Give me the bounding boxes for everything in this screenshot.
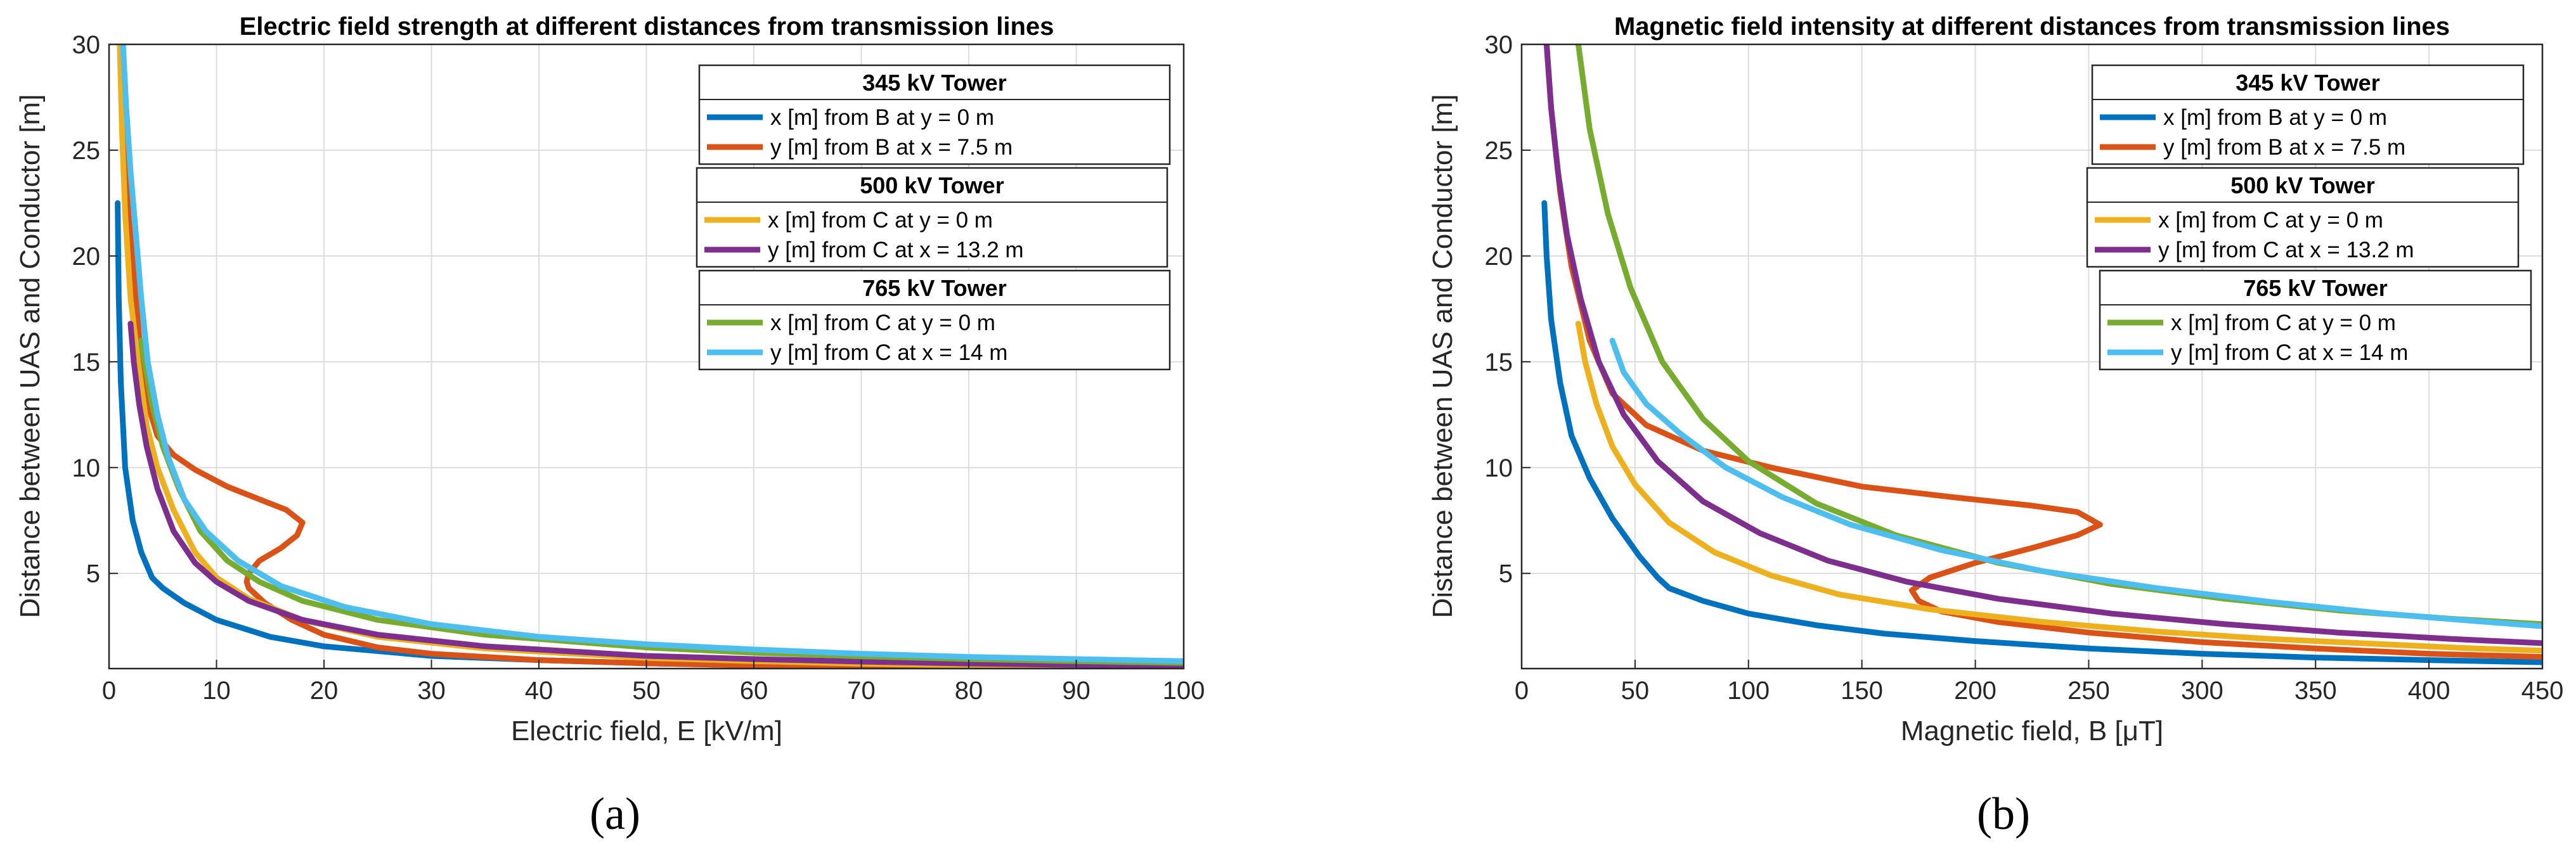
legend-entry: y [m] from B at x = 7.5 m — [770, 135, 1013, 160]
legend-entry: y [m] from C at x = 14 m — [770, 340, 1007, 365]
y-axis-label-b: Distance between UAS and Conductor [m] — [1427, 94, 1458, 619]
x-tick-label: 100 — [1163, 677, 1205, 705]
legend-header: 345 kV Tower — [2236, 70, 2379, 96]
ticks-b: 0 50 100 150 200 250 300 350 400 450 5 10 15 20 25 30 — [1485, 31, 2564, 705]
chart-title-a: Electric field strength at different dis… — [240, 13, 1054, 41]
y-tick-label: 20 — [72, 243, 101, 271]
ticks-a: 0 10 20 30 40 50 60 70 80 90 100 5 10 15 20 25 30 — [72, 31, 1205, 705]
legend-box — [696, 167, 1168, 268]
x-tick-label: 250 — [2068, 677, 2110, 705]
chart-panel-b: 0 50 100 150 200 250 300 350 400 450 5 10 15 20 25 30 M… — [1427, 13, 2563, 839]
legend-entry: y [m] from C at x = 14 m — [2171, 340, 2408, 365]
legend-entry: x [m] from B at y = 0 m — [2163, 105, 2387, 130]
x-tick-label: 60 — [740, 677, 768, 705]
x-tick-label: 400 — [2408, 677, 2450, 705]
x-tick-label: 80 — [955, 677, 983, 705]
x-tick-label: 300 — [2181, 677, 2223, 705]
legend-box — [698, 269, 1171, 371]
y-tick-label: 30 — [1485, 31, 1513, 59]
plot-frame-b — [1520, 43, 2544, 670]
legend-box — [2086, 167, 2520, 268]
x-tick-label: 30 — [417, 677, 446, 705]
y-tick-label: 25 — [72, 137, 101, 165]
x-tick-label: 150 — [1841, 677, 1883, 705]
x-tick-label: 90 — [1062, 677, 1091, 705]
y-tick-label: 10 — [1485, 454, 1513, 482]
chart-title-b: Magnetic field intensity at different di… — [1614, 13, 2450, 41]
series-line-a-5 — [120, 44, 1184, 664]
series-line-a-3 — [127, 321, 1184, 669]
legend-entry: x [m] from C at y = 0 m — [770, 311, 995, 335]
legend-header: 500 kV Tower — [860, 172, 1004, 198]
legend-a: 345 kV Tower x [m] from B at y = 0 m y [m]… — [696, 64, 1171, 371]
legend-entry: x [m] from C at y = 0 m — [768, 208, 993, 233]
y-axis-label-a: Distance between UAS and Conductor [m] — [15, 94, 46, 619]
x-tick-label: 350 — [2294, 677, 2337, 705]
y-tick-label: 15 — [72, 349, 101, 376]
x-axis-label-b: Magnetic field, B [μT] — [1901, 715, 2163, 747]
y-tick-label: 5 — [86, 560, 100, 588]
panel-label-b: (b) — [1977, 788, 2030, 839]
series-line-b-5 — [1609, 338, 2542, 629]
x-axis-label-a: Electric field, E [kV/m] — [511, 715, 782, 747]
legend-header: 500 kV Tower — [2230, 172, 2374, 198]
legend-header: 765 kV Tower — [862, 275, 1006, 301]
x-tick-label: 20 — [310, 677, 339, 705]
x-tick-label: 50 — [632, 677, 661, 705]
legend-entry: y [m] from C at x = 13.2 m — [768, 238, 1024, 262]
legend-entry: x [m] from C at y = 0 m — [2158, 208, 2383, 233]
series-line-b-3 — [1543, 44, 2542, 646]
y-tick-label: 15 — [1485, 349, 1513, 376]
x-tick-label: 0 — [102, 677, 116, 705]
series-line-b-2 — [1575, 321, 2542, 654]
x-tick-label: 100 — [1727, 677, 1770, 705]
legend-entry: x [m] from B at y = 0 m — [770, 105, 994, 130]
panel-label-a: (a) — [590, 788, 640, 839]
x-tick-label: 50 — [1621, 677, 1650, 705]
x-tick-label: 70 — [847, 677, 876, 705]
y-tick-label: 25 — [1485, 137, 1513, 165]
x-tick-label: 450 — [2521, 677, 2564, 705]
series-line-b-0 — [1541, 200, 2542, 665]
x-tick-label: 200 — [1954, 677, 1997, 705]
legend-box — [2099, 269, 2532, 371]
chart-panel-a: 0 10 20 30 40 50 60 70 80 90 100 5 10 15 20 25 30 Electr… — [15, 13, 1205, 839]
y-tick-label: 20 — [1485, 243, 1513, 271]
legend-entry: x [m] from C at y = 0 m — [2171, 311, 2396, 335]
x-tick-label: 40 — [525, 677, 553, 705]
legend-header: 765 kV Tower — [2243, 275, 2387, 301]
legend-box — [2091, 64, 2525, 165]
x-tick-label: 0 — [1515, 677, 1529, 705]
x-tick-label: 10 — [202, 677, 231, 705]
legend-entry: y [m] from C at x = 13.2 m — [2158, 238, 2414, 262]
legend-header: 345 kV Tower — [862, 70, 1006, 96]
legend-entry: y [m] from B at x = 7.5 m — [2163, 135, 2405, 160]
y-tick-label: 10 — [72, 454, 101, 482]
legend-box — [698, 64, 1171, 165]
y-tick-label: 30 — [72, 31, 101, 59]
y-tick-label: 5 — [1499, 560, 1513, 588]
series-group-b — [1541, 44, 2542, 665]
legend-b: 345 kV Tower x [m] from B at y = 0 m y [m]… — [2086, 64, 2532, 371]
